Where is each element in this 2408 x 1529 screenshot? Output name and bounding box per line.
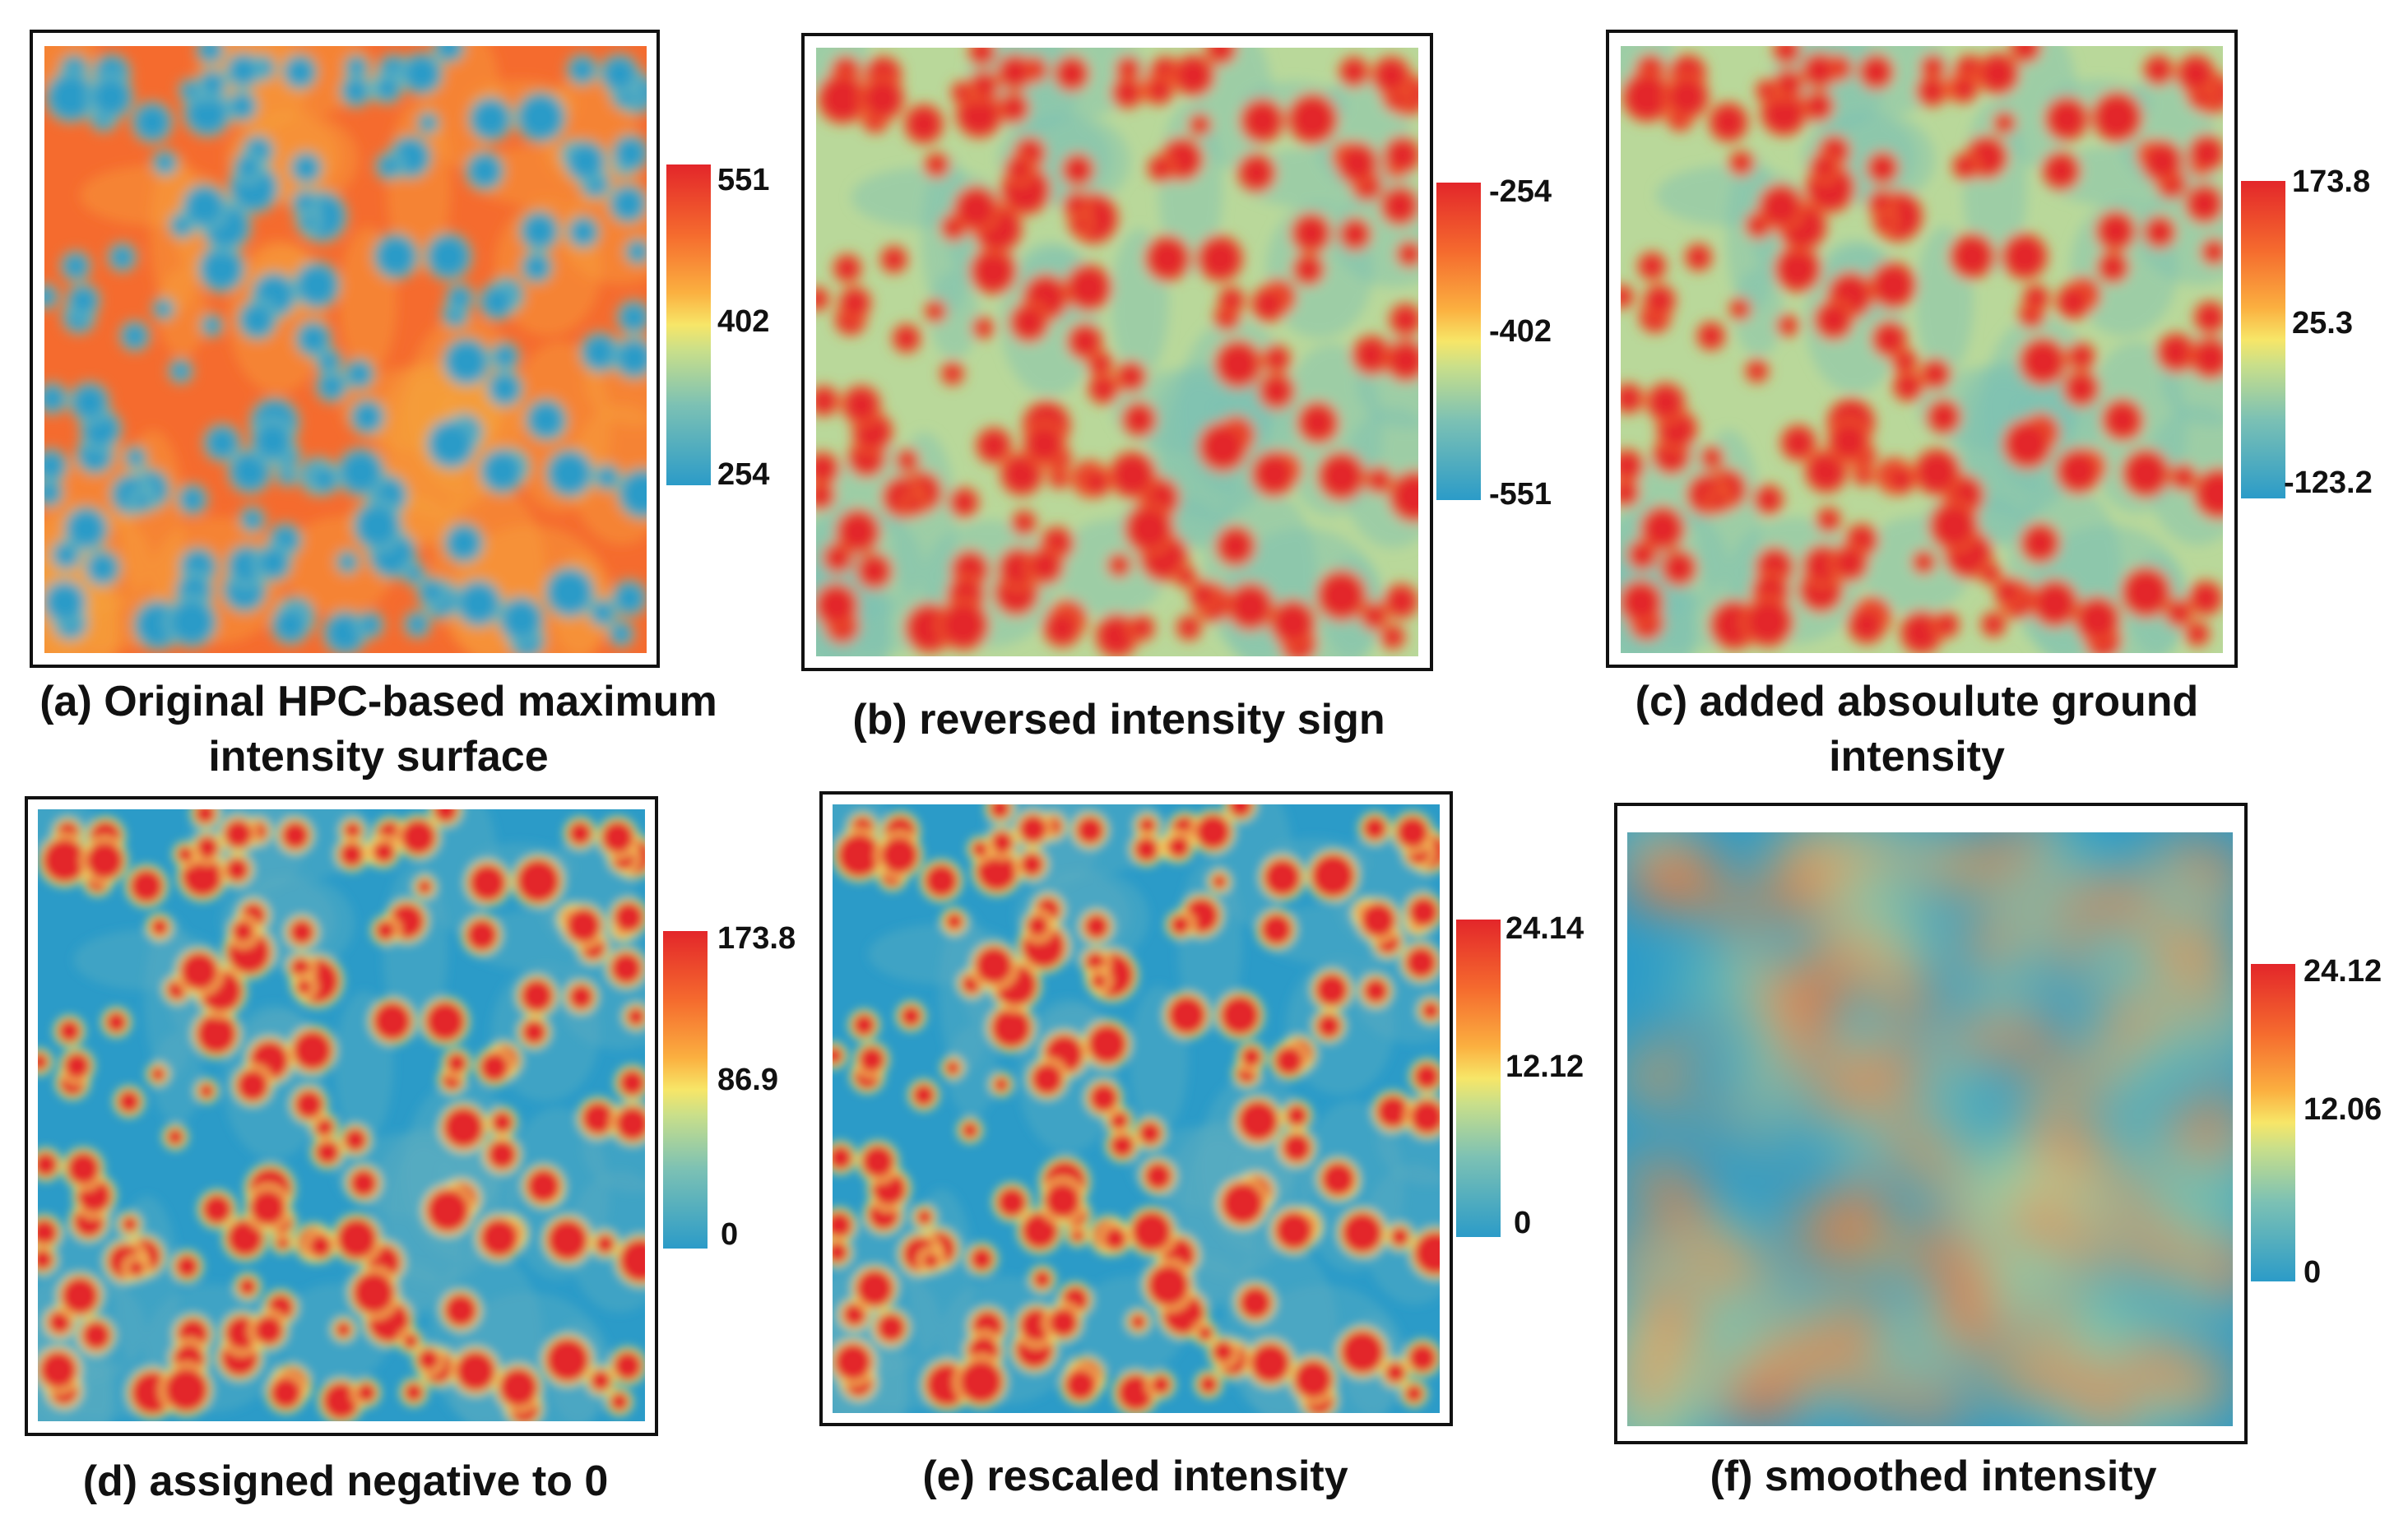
caption-f: (f) smoothed intensity — [1710, 1453, 2157, 1500]
caption-b: (b) reversed intensity sign — [852, 696, 1385, 744]
colorbar-max-label-c: 173.8 — [2292, 164, 2371, 199]
colorbar-min-label-c: -123.2 — [2284, 466, 2373, 500]
colorbar-mid-label-a: 402 — [717, 304, 770, 339]
caption-c: (c) added absoulute ground intensity — [1635, 678, 2199, 781]
intensity-map-f — [1627, 832, 2233, 1426]
colorbar-min-label-d: 0 — [721, 1217, 739, 1252]
colorbar-min-label-a: 254 — [717, 457, 770, 492]
caption-e: (e) rescaled intensity — [922, 1453, 1348, 1500]
colorbar-mid-label-e: 12.12 — [1506, 1049, 1584, 1084]
colorbar-e — [1456, 920, 1501, 1237]
intensity-texture — [1627, 832, 2233, 1426]
colorbar-f — [2251, 964, 2295, 1281]
intensity-map-e — [833, 804, 1440, 1413]
intensity-texture — [816, 48, 1418, 656]
colorbar-max-label-b: -254 — [1489, 174, 1552, 209]
colorbar-max-label-a: 551 — [717, 163, 770, 197]
caption-a: (a) Original HPC-based maximum intensity… — [39, 678, 717, 781]
colorbar-min-label-f: 0 — [2304, 1255, 2322, 1290]
colorbar-a — [666, 164, 711, 485]
intensity-map-b — [816, 48, 1418, 656]
colorbar-mid-label-f: 12.06 — [2304, 1092, 2382, 1127]
colorbar-min-label-e: 0 — [1514, 1206, 1532, 1240]
colorbar-min-label-b: -551 — [1489, 477, 1552, 512]
colorbar-mid-label-c: 25.3 — [2292, 306, 2353, 341]
intensity-map-d — [38, 809, 645, 1421]
colorbar-max-label-e: 24.14 — [1506, 911, 1584, 946]
caption-d: (d) assigned negative to 0 — [82, 1457, 609, 1505]
intensity-texture — [38, 809, 645, 1421]
colorbar-max-label-f: 24.12 — [2304, 954, 2382, 989]
intensity-texture — [44, 46, 647, 653]
colorbar-b — [1436, 183, 1481, 500]
intensity-texture — [833, 804, 1440, 1413]
colorbar-c — [2241, 181, 2285, 498]
colorbar-d — [663, 931, 708, 1249]
intensity-texture — [1621, 46, 2223, 653]
intensity-map-a — [44, 46, 647, 653]
intensity-map-c — [1621, 46, 2223, 653]
colorbar-max-label-d: 173.8 — [717, 921, 796, 956]
colorbar-mid-label-d: 86.9 — [717, 1063, 778, 1097]
colorbar-mid-label-b: -402 — [1489, 314, 1552, 349]
